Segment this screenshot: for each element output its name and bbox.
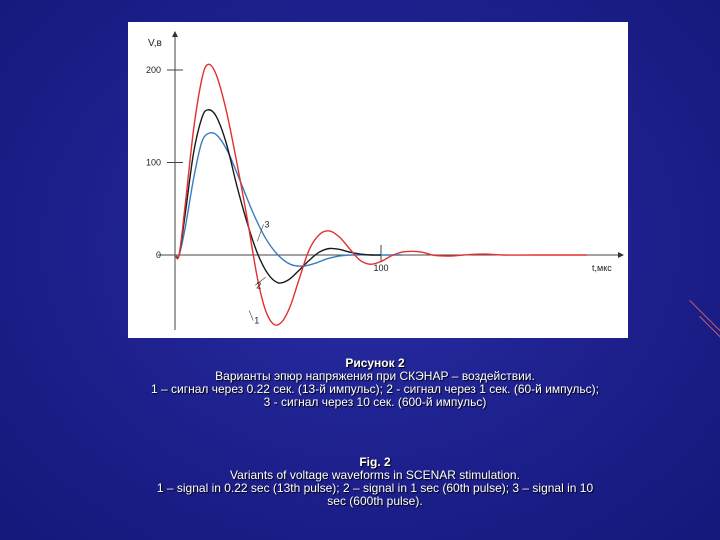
caption-en-line2: 1 – signal in 0.22 sec (13th pulse); 2 –… xyxy=(156,481,594,495)
caption-ru-title: Рисунок 2 xyxy=(345,356,405,370)
y-tick-label-2: 200 xyxy=(146,65,161,75)
series-callout-leader-1 xyxy=(248,310,254,321)
series-callout-label-1: 1 xyxy=(254,315,259,325)
series-line-3 xyxy=(174,131,402,267)
series-callout-leader-3 xyxy=(257,224,264,242)
y-tick-label-0: 0 xyxy=(156,250,161,260)
caption-english: Fig. 2 Variants of voltage waveforms in … xyxy=(90,456,660,508)
series-line-1 xyxy=(174,63,587,326)
caption-en-line1: Variants of voltage waveforms in SCENAR … xyxy=(230,468,520,482)
series-line-2 xyxy=(174,109,382,284)
caption-russian: Рисунок 2 Варианты эпюр напряжения при С… xyxy=(90,357,660,409)
waveform-chart: V,в t,мкс 0 100 200 100 1 2 3 xyxy=(146,31,624,330)
caption-en-title: Fig. 2 xyxy=(359,455,391,469)
series-callout-label-2: 2 xyxy=(256,280,261,290)
chart-panel: V,в t,мкс 0 100 200 100 1 2 3 xyxy=(128,22,628,338)
series-callout-label-3: 3 xyxy=(265,219,270,229)
caption-ru-line2: 1 – сигнал через 0.22 сек. (13-й импульс… xyxy=(151,382,599,396)
caption-ru-line1: Варианты эпюр напряжения при СКЭНАР – во… xyxy=(215,369,535,383)
x-axis-label: t,мкс xyxy=(592,263,612,273)
x-tick-label-0: 100 xyxy=(373,263,388,273)
y-tick-label-1: 100 xyxy=(146,158,161,168)
series-callout-leader-2 xyxy=(255,276,266,286)
y-axis-label: V,в xyxy=(148,38,162,49)
caption-en-line3: sec (600th pulse). xyxy=(327,494,423,508)
caption-ru-line3: 3 - сигнал через 10 сек. (600-й импульс) xyxy=(263,395,487,409)
